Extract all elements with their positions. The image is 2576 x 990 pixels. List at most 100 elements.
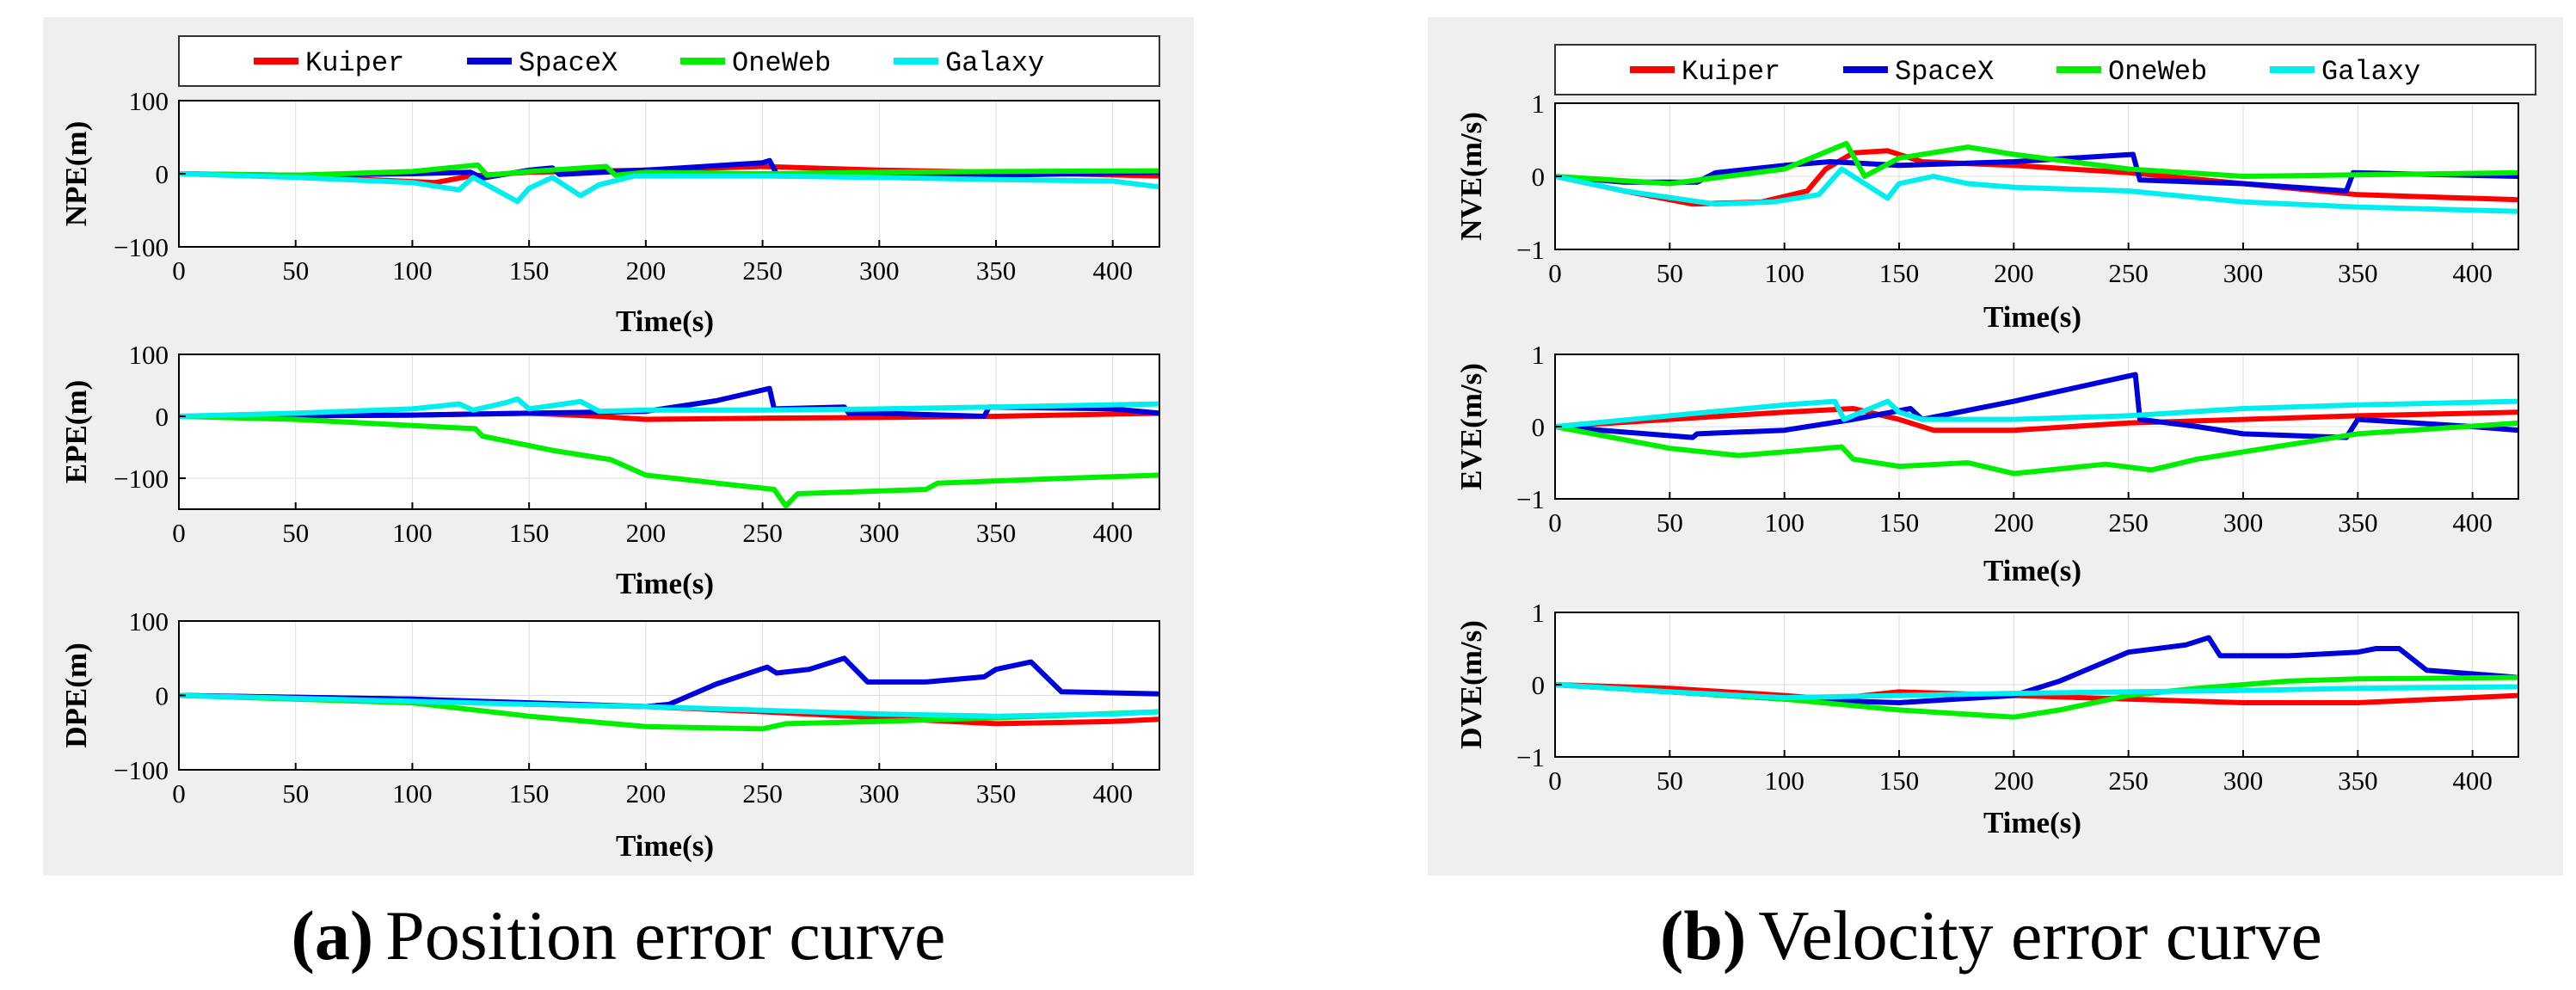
x-tick-label: 100 — [1764, 766, 1804, 796]
y-tick-label: 0 — [156, 681, 169, 711]
subplot-nve: 0 50 100 150 200 250 300 350 400−101Time(s)NVE(m… — [1454, 89, 2519, 334]
legend-label-galaxy: Galaxy — [945, 47, 1044, 79]
x-tick-label: 150 — [509, 518, 550, 548]
legend-label-kuiper: Kuiper — [305, 47, 404, 79]
x-tick-label: 100 — [392, 778, 433, 809]
x-tick-label: 400 — [2452, 507, 2493, 538]
x-tick-label: 300 — [859, 778, 900, 809]
x-axis-label: Time(s) — [616, 829, 714, 863]
x-tick-label: 250 — [2108, 766, 2149, 796]
x-tick-label: 250 — [2108, 507, 2149, 538]
x-tick-label: 250 — [742, 778, 783, 809]
y-tick-label: 0 — [1532, 162, 1546, 192]
panel-b-caption-text: Velocity error curve — [1758, 896, 2322, 975]
x-tick-label: 150 — [1879, 766, 1920, 796]
x-tick-label: 400 — [2452, 766, 2493, 796]
x-tick-label: 350 — [2338, 507, 2378, 538]
x-tick-label: 350 — [976, 255, 1017, 286]
x-tick-label: 400 — [2452, 258, 2493, 288]
series-line-oneweb — [1554, 420, 2519, 477]
y-tick-label: 0 — [156, 159, 169, 189]
legend-label-oneweb: OneWeb — [2108, 56, 2207, 88]
legend-label-oneweb: OneWeb — [732, 47, 831, 79]
x-tick-label: 300 — [859, 255, 900, 286]
y-tick-label: −100 — [114, 232, 169, 262]
series-line-oneweb — [1554, 140, 2519, 187]
y-tick-label: 100 — [129, 606, 169, 636]
series-line-spacex — [1554, 635, 2519, 705]
y-tick-label: 0 — [156, 402, 169, 432]
y-tick-label: 0 — [1532, 412, 1546, 442]
x-tick-label: 200 — [1994, 258, 2034, 288]
panel-b-caption: (b) Velocity error curve — [1660, 896, 2322, 975]
x-tick-label: 350 — [976, 518, 1017, 548]
y-axis-label: DVE(m/s) — [1454, 620, 1488, 749]
panel-b-caption-paren-open: ( — [1660, 896, 1683, 975]
y-tick-label: −100 — [114, 755, 169, 785]
panel-a-legend: Kuiper SpaceX OneWeb Galaxy — [254, 47, 1044, 79]
x-tick-label: 50 — [282, 518, 309, 548]
panel-b-legend: Kuiper SpaceX OneWeb Galaxy — [1630, 56, 2420, 88]
panel-b: Kuiper SpaceX OneWeb Galaxy 0 50 100 150 200 250… — [1428, 17, 2563, 975]
subplot-dve: 0 50 100 150 200 250 300 350 400−101Time(s)DVE(m… — [1454, 598, 2519, 839]
x-tick-label: 400 — [1092, 518, 1133, 548]
x-tick-label: 200 — [626, 255, 667, 286]
x-tick-label: 100 — [1764, 258, 1804, 288]
series-line-oneweb — [178, 414, 1160, 509]
panel-a-caption: (a) Position error curve — [292, 896, 946, 975]
panel-a-caption-paren-close: ) — [350, 896, 373, 975]
x-tick-label: 300 — [859, 518, 900, 548]
x-tick-label: 100 — [392, 518, 433, 548]
panel-a-caption-paren-open: ( — [292, 896, 315, 975]
x-tick-label: 400 — [1092, 778, 1133, 809]
x-tick-label: 200 — [1994, 507, 2034, 538]
series-line-galaxy — [178, 692, 1160, 719]
x-axis-label: Time(s) — [616, 567, 714, 600]
series-line-galaxy — [1554, 166, 2519, 214]
series-line-spacex — [1554, 372, 2519, 440]
y-axis-label: EVE(m/s) — [1454, 363, 1488, 490]
subplot-epe: 0 50 100 150 200 250 300 350 400−1000100Time(s)E… — [59, 340, 1160, 600]
legend-label-galaxy: Galaxy — [2321, 56, 2420, 88]
x-axis-label: Time(s) — [1983, 554, 2081, 587]
x-tick-label: 300 — [2223, 507, 2264, 538]
plot-area — [179, 354, 1159, 509]
x-tick-label: 350 — [2338, 766, 2378, 796]
series-line-galaxy — [178, 396, 1160, 419]
x-tick-label: 150 — [1879, 507, 1920, 538]
x-axis-label: Time(s) — [616, 304, 714, 338]
y-tick-label: 1 — [1532, 340, 1546, 370]
panel-b-legend-box — [1554, 44, 2536, 95]
legend-label-spacex: SpaceX — [519, 47, 618, 79]
x-tick-label: 150 — [509, 255, 550, 286]
y-tick-label: −1 — [1516, 235, 1545, 265]
panel-a-caption-text: Position error curve — [385, 896, 945, 975]
series-line-kuiper — [1554, 406, 2519, 434]
x-tick-label: 200 — [626, 778, 667, 809]
x-tick-label: 0 — [172, 778, 186, 809]
x-tick-label: 250 — [742, 518, 783, 548]
x-tick-label: 250 — [742, 255, 783, 286]
x-tick-label: 200 — [626, 518, 667, 548]
panel-a: Kuiper SpaceX OneWeb Galaxy 0 50 100 150 200 250… — [43, 17, 1194, 975]
x-tick-label: 50 — [1657, 258, 1683, 288]
legend-label-spacex: SpaceX — [1895, 56, 1994, 88]
panel-b-caption-letter: b — [1683, 896, 1723, 975]
x-tick-label: 300 — [2223, 766, 2264, 796]
x-tick-label: 0 — [172, 255, 186, 286]
x-tick-label: 300 — [2223, 258, 2264, 288]
y-axis-label: NVE(m/s) — [1454, 112, 1488, 241]
y-axis-label: EPE(m) — [59, 380, 93, 484]
subplot-eve: 0 50 100 150 200 250 300 350 400−101Time(s)EVE(m… — [1454, 340, 2519, 587]
panel-a-caption-letter: a — [315, 896, 350, 975]
y-axis-label: DPE(m) — [59, 643, 93, 747]
x-tick-label: 0 — [1548, 766, 1562, 796]
x-tick-label: 0 — [1548, 258, 1562, 288]
x-tick-label: 0 — [1548, 507, 1562, 538]
y-axis-label: NPE(m) — [59, 121, 93, 226]
x-tick-label: 0 — [172, 518, 186, 548]
legend-label-kuiper: Kuiper — [1681, 56, 1780, 88]
x-tick-label: 100 — [392, 255, 433, 286]
x-tick-label: 50 — [1657, 507, 1683, 538]
